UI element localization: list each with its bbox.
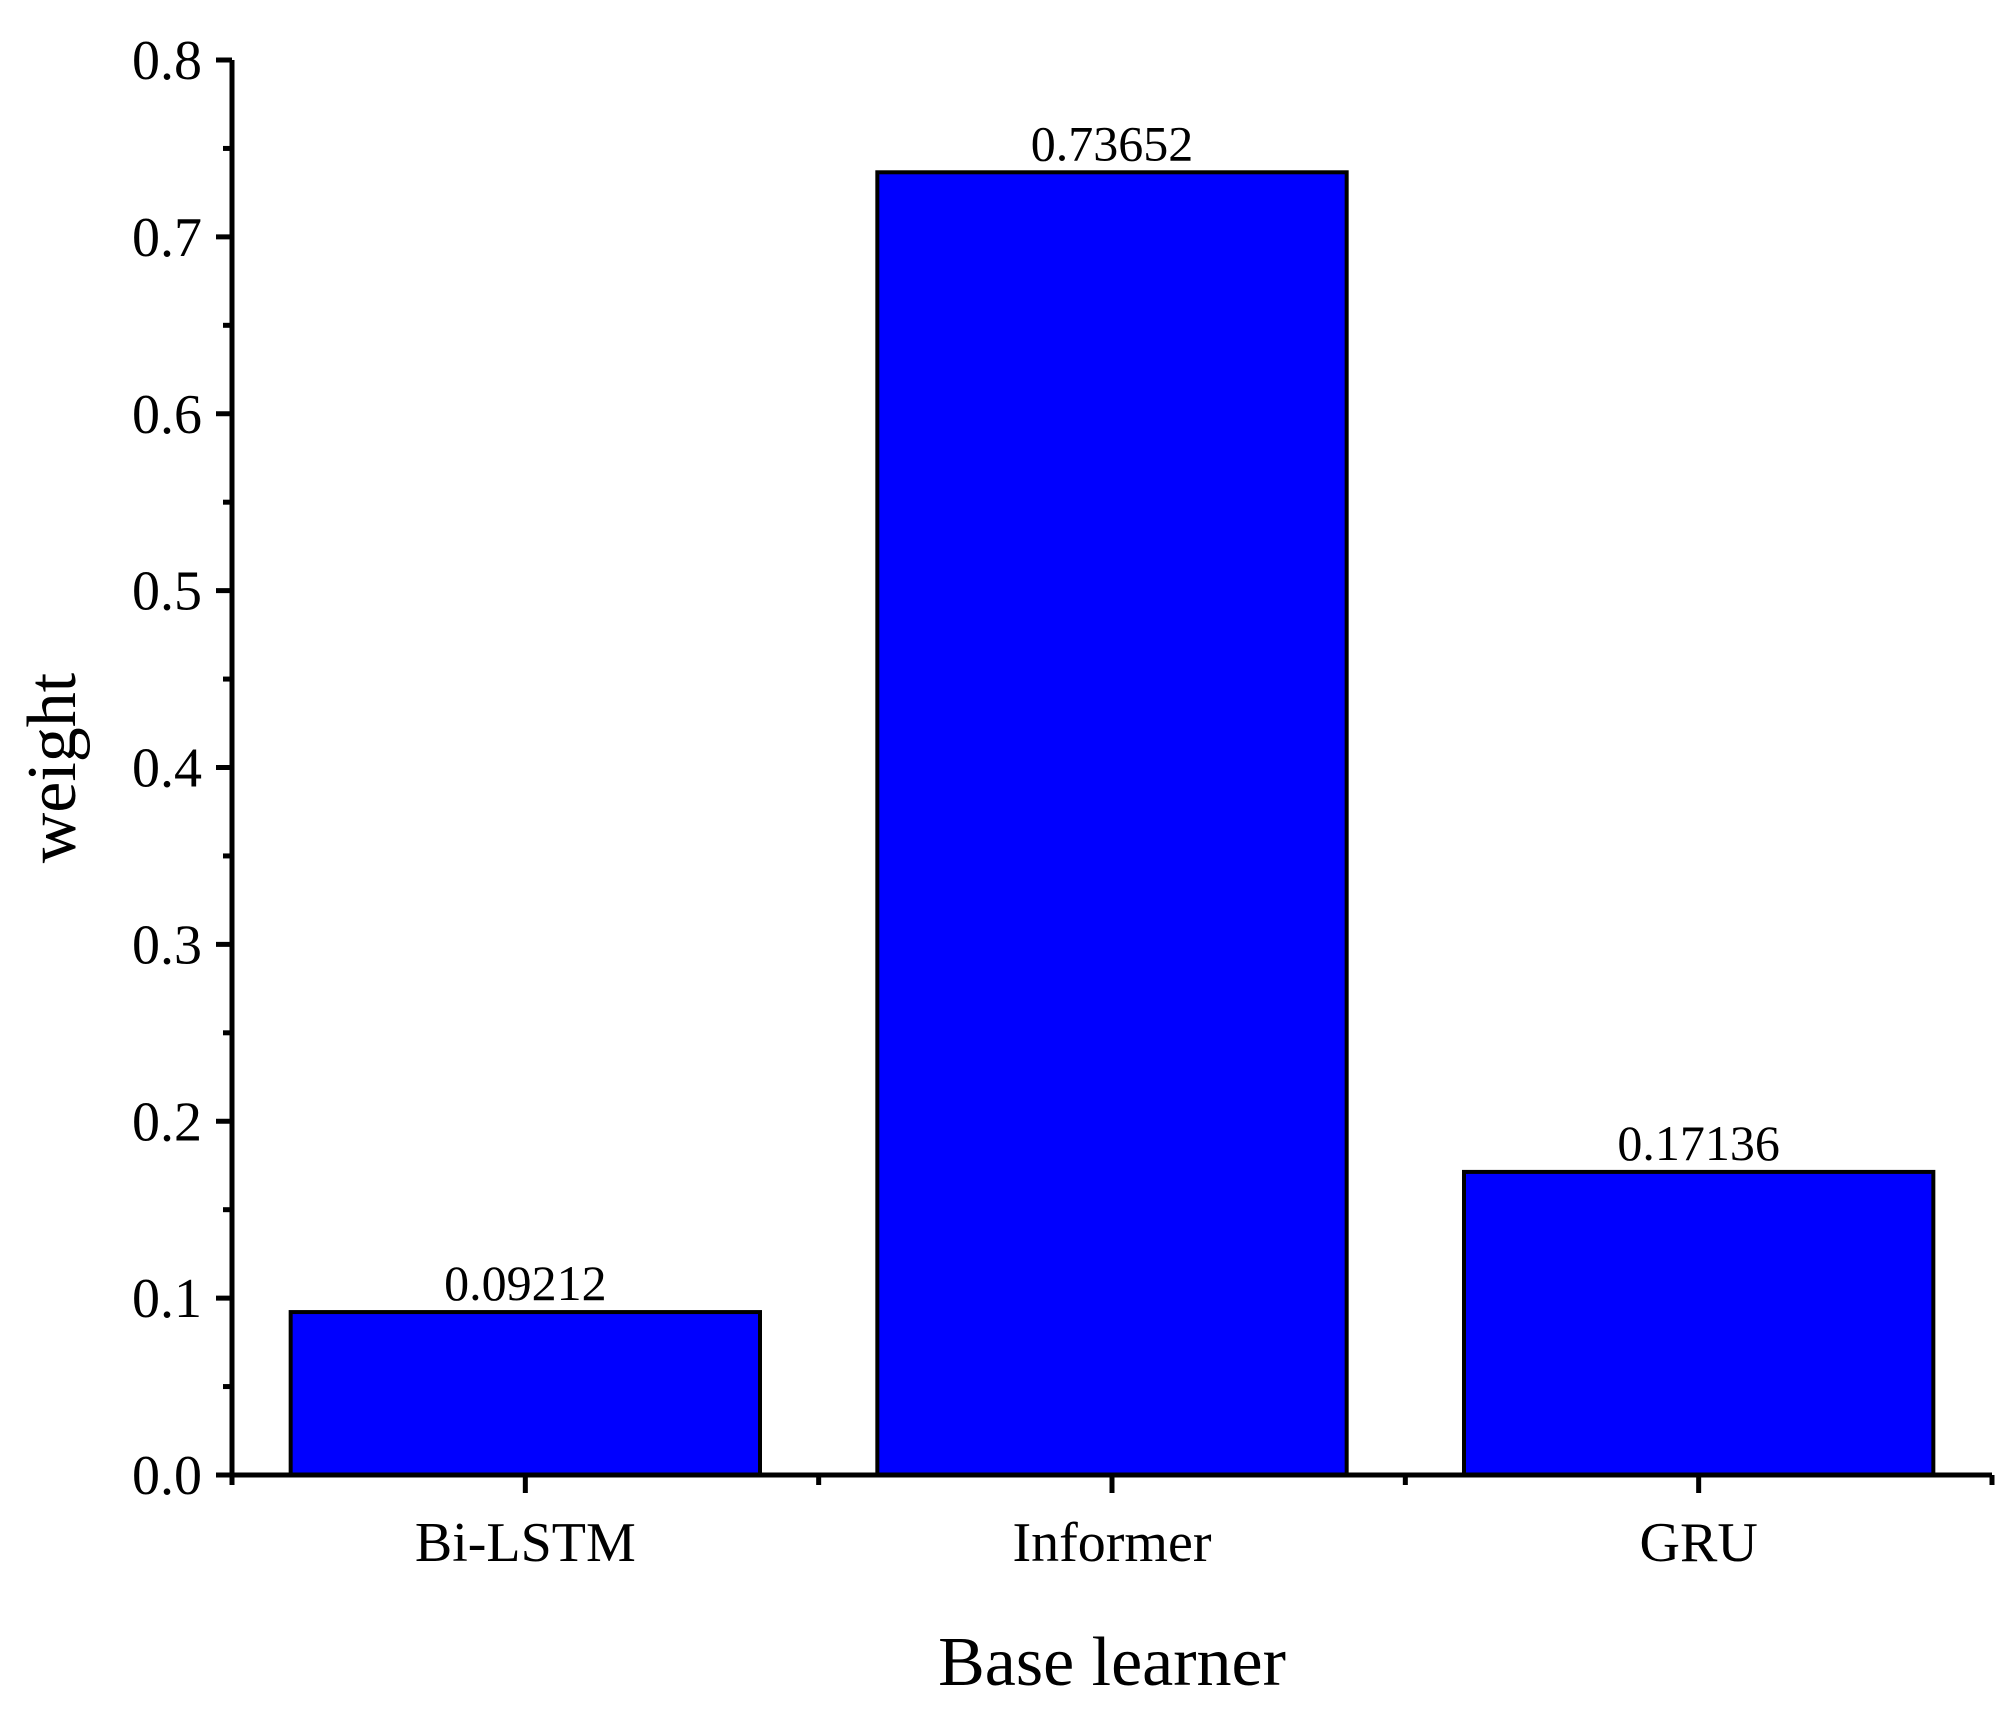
bars-group — [288, 170, 1936, 1477]
bar-bi-lstm — [288, 1310, 762, 1477]
y-axis: 0.0 0.1 0.2 0.3 0.4 0.5 0.6 0.7 0.8 — [132, 30, 235, 1507]
y-axis-title: weight — [14, 672, 91, 863]
y-tick-label: 0.3 — [132, 914, 202, 976]
x-axis: Bi-LSTM Informer GRU — [229, 1472, 1995, 1574]
y-tick-label: 0.6 — [132, 384, 202, 446]
x-tick-label: Bi-LSTM — [415, 1512, 636, 1574]
y-tick-label: 0.4 — [132, 738, 202, 800]
data-label: 0.09212 — [444, 1255, 607, 1311]
data-label: 0.73652 — [1031, 115, 1194, 171]
data-label: 0.17136 — [1617, 1115, 1780, 1171]
x-tick-label: Informer — [1012, 1512, 1211, 1574]
y-tick-label: 0.5 — [132, 561, 202, 623]
y-tick-label: 0.1 — [132, 1268, 202, 1330]
x-axis-title: Base learner — [938, 1624, 1286, 1701]
y-tick-label: 0.0 — [132, 1445, 202, 1507]
y-tick-label: 0.7 — [132, 207, 202, 269]
y-tick-label: 0.2 — [132, 1091, 202, 1153]
y-tick-label: 0.8 — [132, 30, 202, 92]
x-tick-label: GRU — [1640, 1512, 1758, 1574]
bar-gru — [1462, 1169, 1936, 1477]
bar-informer — [875, 170, 1349, 1477]
data-labels-group: 0.09212 0.73652 0.17136 — [444, 115, 1780, 1311]
